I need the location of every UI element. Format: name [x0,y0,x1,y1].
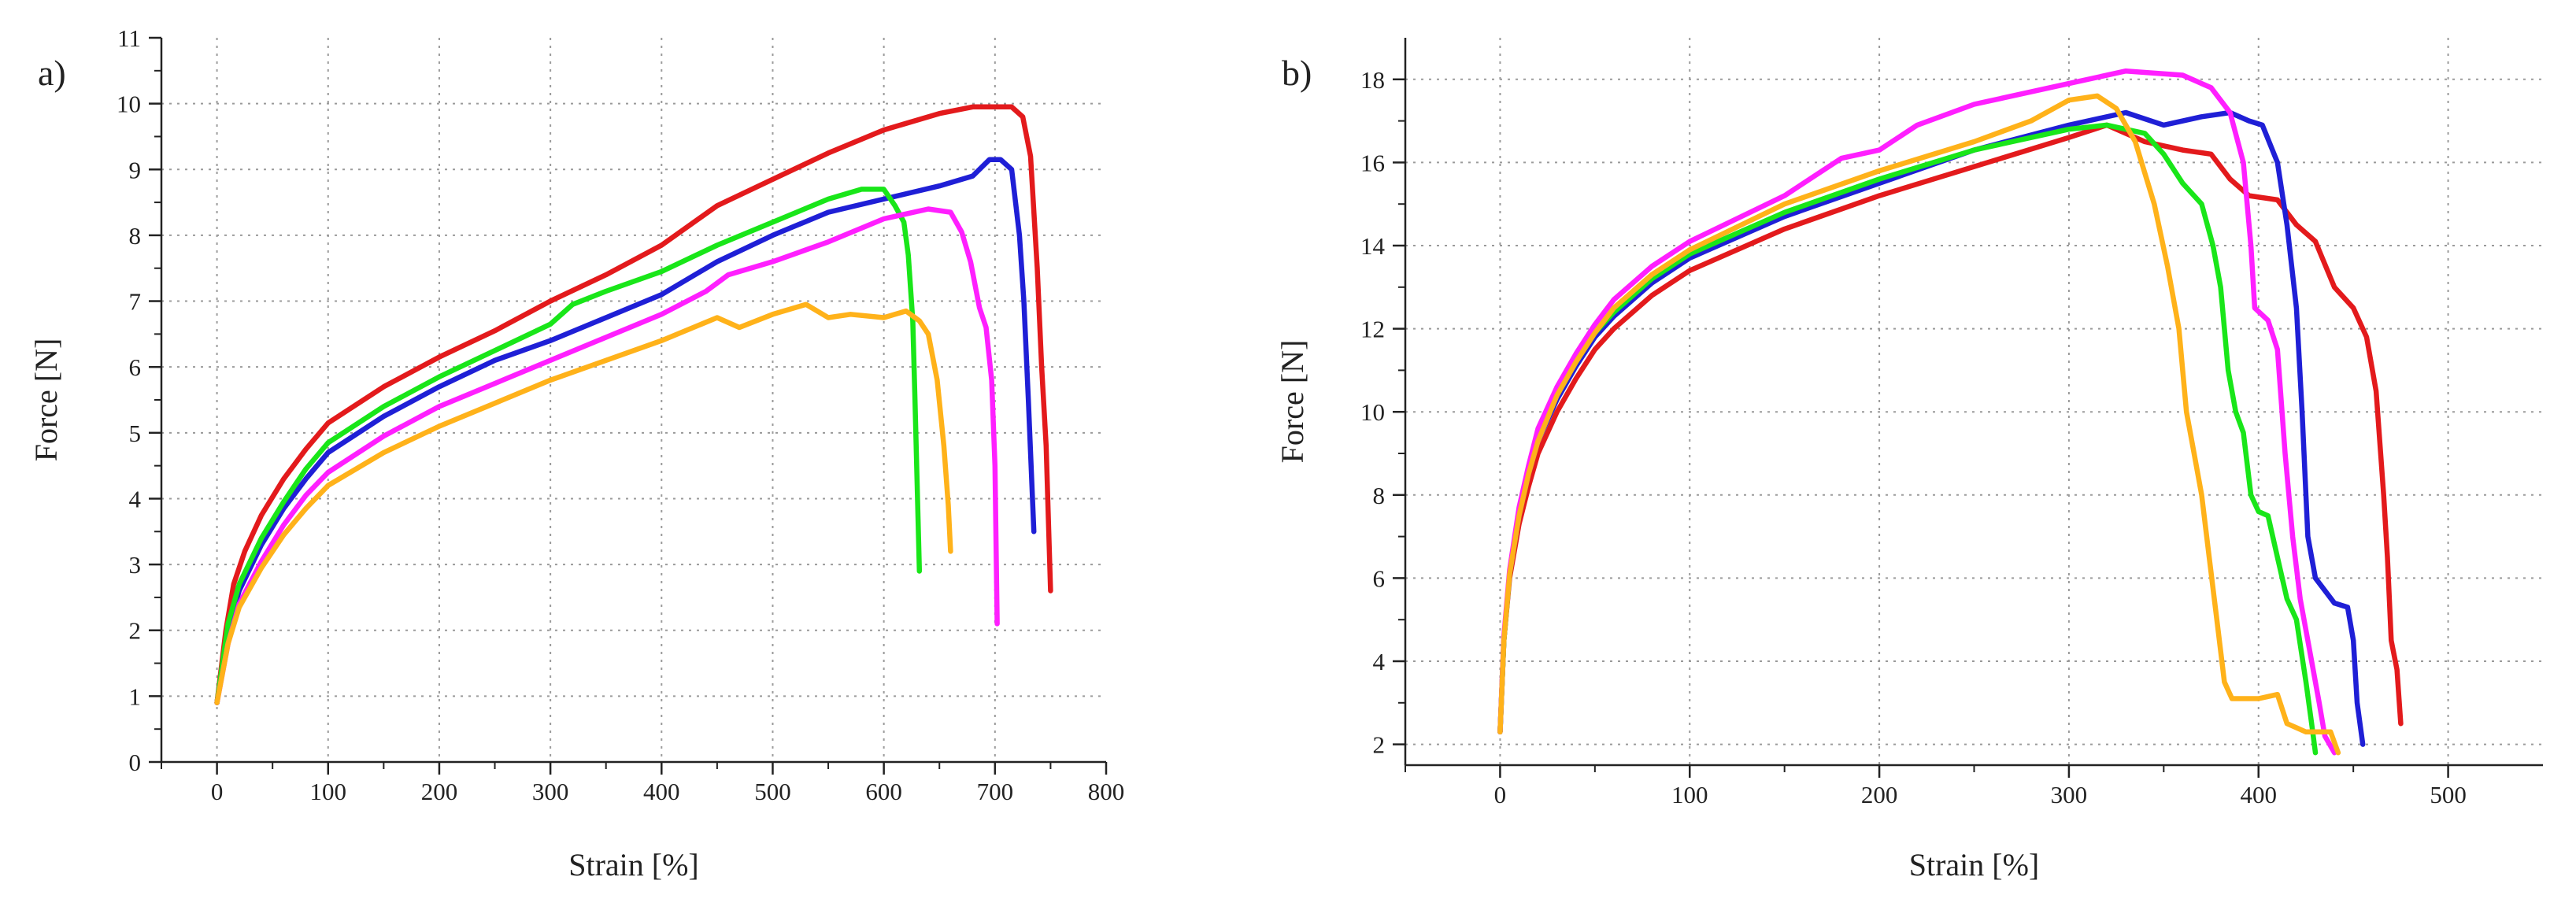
y-tick-label: 2 [1373,731,1386,759]
y-tick-label: 1 [129,682,142,710]
y-tick-label: 4 [129,485,142,512]
y-tick-label: 7 [129,288,142,316]
y-tick-label: 2 [129,617,142,645]
y-tick-label: 6 [1373,564,1386,592]
x-tick-label: 200 [1861,781,1898,808]
y-tick-label: 8 [129,222,142,250]
grid [161,38,1106,762]
y-tick-label: 8 [1373,482,1386,509]
y-tick-label: 16 [1360,149,1385,176]
x-axis-title: Strain [%] [1909,847,2040,882]
y-tick-label: 10 [1360,398,1385,426]
x-tick-label: 400 [2241,781,2278,808]
panel-label: b) [1282,53,1312,93]
x-tick-label: 0 [1494,781,1507,808]
series-line-red [1497,122,2404,735]
x-axis-title: Strain [%] [568,847,699,882]
series-line-orange [214,301,953,705]
y-tick-label: 12 [1360,316,1385,343]
y-tick-label: 11 [117,24,141,52]
y-tick-label: 6 [129,353,142,381]
series-line-blue [214,157,1037,705]
series-line-red [214,104,1053,705]
series-line-blue [1497,109,2366,747]
y-tick-label: 9 [129,156,142,183]
series-line-green [214,187,923,705]
y-tick-label: 5 [129,420,142,447]
x-tick-label: 300 [2051,781,2088,808]
x-tick-label: 500 [2430,781,2467,808]
y-tick-label: 4 [1373,648,1386,675]
grid [1405,38,2543,765]
x-tick-label: 300 [532,778,569,805]
series-line-magenta [1497,68,2337,756]
chart-b: 0 100 200 300 400 500 2 4 6 8 10 12 14 16 18 Strain [%]… [1275,38,2543,882]
x-tick-label: 700 [977,778,1014,805]
y-axis-title: Force [N] [1275,340,1310,464]
y-tick-label: 0 [129,749,142,776]
y-tick-label: 3 [129,551,142,579]
x-tick-label: 200 [421,778,458,805]
x-tick-label: 100 [310,778,347,805]
series-line-magenta [214,206,1000,705]
x-tick-label: 0 [211,778,224,805]
y-axis-title: Force [N] [28,338,64,462]
panel-label: a) [38,53,66,93]
x-tick-label: 100 [1671,781,1708,808]
y-tick-label: 18 [1360,66,1385,94]
y-tick-label: 10 [117,91,141,118]
series-line-orange [1497,93,2341,756]
x-tick-label: 500 [754,778,791,805]
x-tick-label: 400 [643,778,680,805]
chart-a: 0 100 200 300 400 500 600 700 800 0 1 2 3 4 5 6 7 8 9 10 11 S… [28,24,1124,882]
y-tick-label: 14 [1360,232,1386,260]
x-tick-label: 800 [1088,778,1125,805]
x-tick-label: 600 [865,778,902,805]
